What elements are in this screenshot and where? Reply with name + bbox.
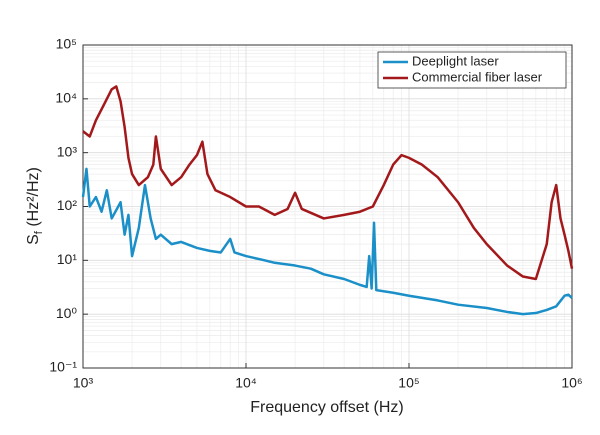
y-tick-label: 10⁻¹: [49, 359, 77, 375]
y-tick-label: 10⁴: [55, 90, 77, 106]
y-tick-label: 10¹: [57, 251, 78, 267]
series-line: [81, 167, 573, 316]
x-axis-label: Frequency offset (Hz): [250, 399, 404, 416]
y-tick-label: 10³: [57, 143, 78, 159]
y-tick-label: 10⁵: [56, 36, 77, 52]
legend-label: Deeplight laser: [412, 53, 499, 68]
y-label-unit: (Hz²/Hz): [25, 167, 42, 231]
x-tick-label: 10⁶: [561, 375, 582, 391]
x-tick-label: 10⁴: [235, 375, 257, 391]
series-line: [82, 85, 574, 281]
x-tick-label: 10³: [73, 375, 94, 391]
y-label-subscript: f: [33, 230, 45, 234]
axes-box: [82, 44, 573, 369]
x-tick-label: 10⁵: [398, 375, 419, 391]
y-tick-label: 10²: [57, 197, 78, 213]
y-axis-label: Sf (Hz²/Hz): [25, 167, 45, 245]
legend-label: Commercial fiber laser: [412, 69, 543, 84]
y-tick-label: 10⁰: [56, 305, 78, 321]
legend-box: [377, 51, 567, 89]
y-label-symbol: S: [25, 234, 42, 245]
